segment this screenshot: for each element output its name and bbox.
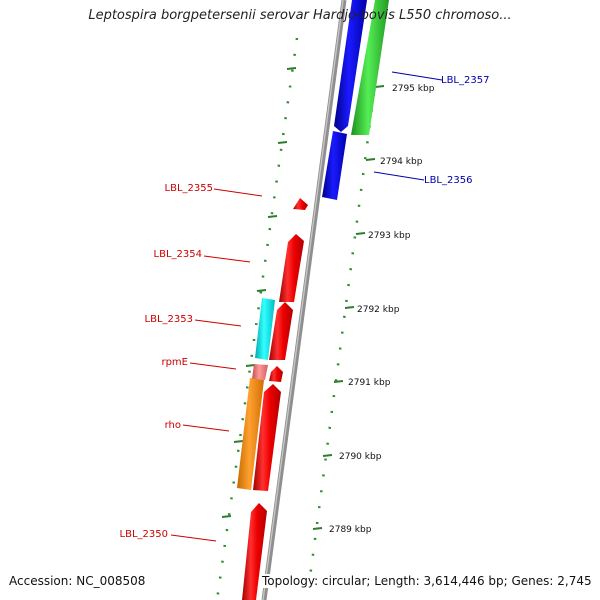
tick-label-2791: 2791 kbp <box>348 378 391 388</box>
gene-arrow-lbl-2350[interactable] <box>242 503 267 600</box>
gene-arrow-lbl-2353-partner[interactable] <box>269 302 293 360</box>
gene-arrow-lbl-2356-upper[interactable] <box>334 0 367 132</box>
accession-label: Accession: NC_008508 <box>9 574 146 588</box>
gene-arrow-lbl-2356-lower[interactable] <box>322 131 347 200</box>
gene-label-rho[interactable]: rho <box>165 420 181 431</box>
gene-arrow-rho-partner[interactable] <box>253 384 281 491</box>
chromosome-backbone-highlight <box>262 0 344 600</box>
gene-label-lbl-2357[interactable]: LBL_2357 <box>441 75 489 86</box>
gene-arrow-lbl-2354[interactable] <box>279 234 304 302</box>
chromosome-backbone <box>261 0 347 600</box>
gene-label-lbl-2353[interactable]: LBL_2353 <box>145 314 193 325</box>
gene-label-lbl-2354[interactable]: LBL_2354 <box>154 249 202 260</box>
tick-label-2790: 2790 kbp <box>339 452 382 462</box>
tick-label-2794: 2794 kbp <box>380 157 423 167</box>
tick-label-2793: 2793 kbp <box>368 231 411 241</box>
tick-label-2792: 2792 kbp <box>357 305 400 315</box>
tick-label-2795: 2795 kbp <box>392 84 435 94</box>
gene-label-lbl-2356[interactable]: LBL_2356 <box>424 175 472 186</box>
label-leaders <box>170 71 443 542</box>
gene-arrow-rpme[interactable] <box>252 364 268 380</box>
gene-label-rpme[interactable]: rpmE <box>161 357 188 368</box>
gene-label-lbl-2355[interactable]: LBL_2355 <box>165 183 213 194</box>
gene-arrow-lbl-2357[interactable] <box>351 0 389 135</box>
map-title: Leptospira borgpetersenii serovar Hardjo… <box>88 8 512 23</box>
topology-summary: Topology: circular; Length: 3,614,446 bp… <box>262 574 592 588</box>
ruler-ticks <box>221 67 385 530</box>
tick-label-2789: 2789 kbp <box>329 525 372 535</box>
gene-arrow-rho[interactable] <box>237 378 264 490</box>
gene-arrow-lbl-2353[interactable] <box>255 298 275 360</box>
gene-arrow-lbl-2355[interactable] <box>293 198 308 210</box>
gene-arrow-rpme-partner[interactable] <box>269 366 283 382</box>
gene-label-lbl-2350[interactable]: LBL_2350 <box>120 529 168 540</box>
